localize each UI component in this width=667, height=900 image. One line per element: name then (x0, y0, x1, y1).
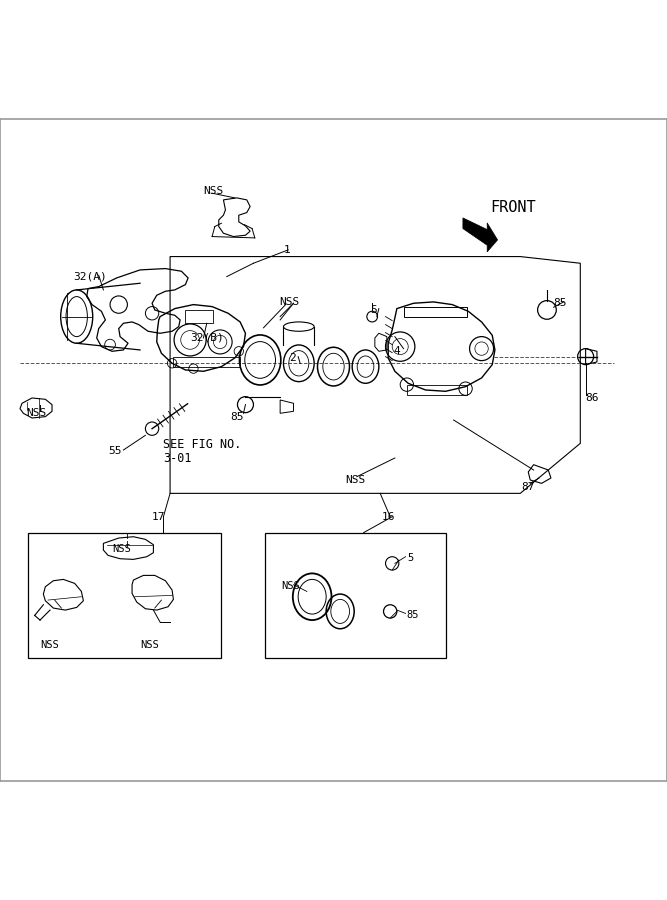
Text: FRONT: FRONT (490, 200, 536, 215)
Text: 55: 55 (109, 446, 122, 456)
Text: 32(A): 32(A) (73, 272, 107, 282)
Polygon shape (463, 218, 498, 252)
Text: NSS: NSS (279, 297, 299, 307)
Text: NSS: NSS (40, 640, 59, 650)
Text: 2: 2 (289, 353, 295, 363)
Text: 1: 1 (283, 245, 290, 255)
Text: NSS: NSS (281, 581, 300, 591)
Text: 5: 5 (407, 554, 413, 563)
Text: SEE FIG NO.: SEE FIG NO. (163, 438, 242, 451)
Text: 32(B): 32(B) (190, 333, 224, 343)
Text: 4: 4 (394, 346, 400, 356)
Text: 5: 5 (370, 305, 377, 315)
Text: NSS: NSS (27, 408, 47, 418)
Text: 16: 16 (382, 512, 395, 522)
Text: 17: 17 (152, 512, 165, 522)
Text: NSS: NSS (203, 186, 223, 196)
Bar (28, 533, 221, 658)
Text: NSS: NSS (140, 640, 159, 650)
Text: 85: 85 (230, 411, 243, 421)
Text: 86: 86 (586, 393, 599, 403)
Text: 85: 85 (407, 610, 420, 620)
Text: NSS: NSS (346, 475, 366, 485)
Text: 3-01: 3-01 (163, 452, 192, 464)
Text: 87: 87 (522, 482, 535, 491)
Text: 85: 85 (554, 298, 567, 309)
Text: NSS: NSS (112, 544, 131, 554)
Bar (265, 533, 446, 658)
